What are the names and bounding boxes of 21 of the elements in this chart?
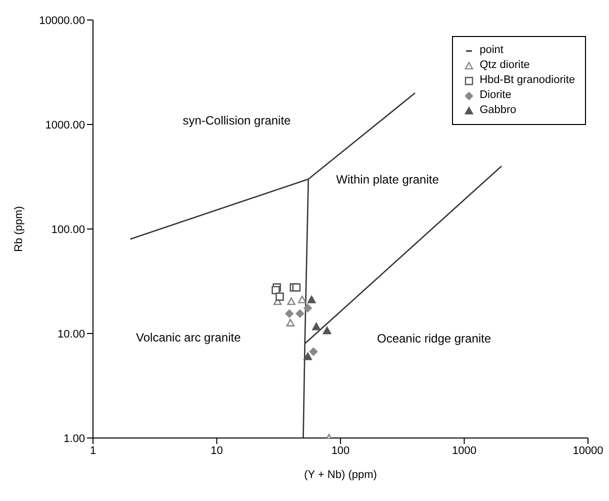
x-tick-label: 10000 — [572, 444, 604, 457]
x-axis-title: (Y + Nb) (ppm) — [304, 469, 377, 481]
annotation: Within plate granite — [336, 172, 440, 186]
y-axis-title: Rb (ppm) — [12, 206, 25, 252]
y-tick-label: 100.00 — [51, 224, 85, 236]
y-tick-label: 1000.00 — [45, 119, 85, 132]
x-tick-label: 1000 — [452, 444, 476, 457]
legend-label: Qtz diorite — [480, 58, 530, 73]
y-tick-label: 1.00 — [64, 432, 85, 445]
x-tick-label: 100 — [331, 444, 350, 457]
legend-label: Hbd-Bt granodiorite — [480, 73, 575, 88]
legend-label: Diorite — [480, 88, 512, 103]
x-tick-label: 10 — [210, 444, 223, 457]
annotation: syn-Collision granite — [182, 113, 292, 128]
annotation: Oceanic ridge granite — [377, 332, 492, 346]
legend-label: Gabbro — [480, 103, 516, 118]
legend-label: point — [480, 43, 504, 58]
x-tick-label: 1 — [90, 444, 96, 457]
y-tick-label: 10.00 — [57, 328, 85, 340]
annotation: Volcanic arc granite — [136, 330, 242, 345]
y-tick-label: 10000.00 — [39, 14, 85, 27]
